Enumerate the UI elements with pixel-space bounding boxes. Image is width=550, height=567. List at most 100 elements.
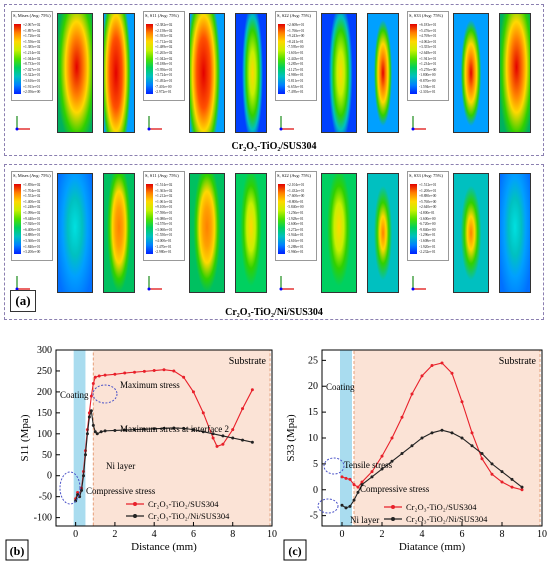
- legend-value: -1.256e+01: [287, 211, 304, 215]
- plot-frame: [55, 349, 273, 527]
- legend-value: +1.941e+01: [419, 56, 437, 61]
- legend-value: -2.301e+01: [419, 90, 436, 95]
- y-tick-label: 300: [37, 345, 52, 356]
- series-point: [182, 426, 186, 430]
- substrate-region: [353, 349, 541, 527]
- series-point: [390, 459, 394, 463]
- legend-value: -1.296e+01: [419, 233, 436, 238]
- legend-value: +8.188e+01: [155, 62, 173, 67]
- annotation-label: Compressive stress: [360, 484, 430, 494]
- series-point: [480, 457, 484, 461]
- legend-value: +1.726e+02: [23, 34, 41, 39]
- annotation-label: Compressive stress: [86, 486, 156, 496]
- legend-value: +3.360e+01: [23, 239, 41, 243]
- series-point: [390, 436, 394, 440]
- legend-value: +1.552e+02: [23, 194, 41, 199]
- series-point: [211, 436, 215, 440]
- series-point: [76, 490, 80, 494]
- legend-value: +1.911e+01: [23, 84, 41, 89]
- series-point: [231, 428, 235, 432]
- y-tick-label: -50: [39, 492, 52, 503]
- bottom-contour-plot-b-0: [103, 173, 135, 293]
- series-point: [215, 444, 219, 448]
- legend-value: -1.928e+01: [287, 216, 304, 221]
- top-group-label: Cr₂O₃-TiO₂/SUS304: [231, 141, 317, 152]
- series-point: [93, 430, 97, 434]
- series-point: [241, 407, 245, 411]
- legend-title: S, S33 (Avg: 75%): [409, 173, 443, 178]
- legend-colorbar: [146, 24, 153, 94]
- x-axis-label: Distance (mm): [131, 541, 197, 553]
- y-tick-label: 20: [308, 381, 318, 392]
- series-point: [410, 392, 414, 396]
- chart-b: 0 2 4 6 8 10 -100 -50 0 50 100 150 200 250 300 Distance…: [2, 342, 280, 567]
- top-contour-plot-b-3: [499, 13, 531, 133]
- legend-value: -3.944e+01: [287, 233, 304, 238]
- top-legend-1: S, S11 (Avg: 75%) +2.382e+02 +2.158e+02 +1.…: [143, 11, 185, 101]
- legend-value: +5.760e+00: [419, 199, 437, 204]
- series-point: [162, 426, 166, 430]
- x-tick-label: 8: [500, 529, 505, 540]
- series-point: [182, 375, 186, 379]
- coating-label: Coating: [60, 390, 89, 400]
- legend-marker-0: [133, 502, 137, 506]
- legend-value: +8.733e+01: [23, 62, 41, 67]
- series-point: [83, 453, 87, 457]
- legend-value: +1.935e+02: [155, 34, 173, 39]
- x-tick-label: 2: [380, 529, 385, 540]
- series-point: [460, 400, 464, 404]
- chart-b-svg: 0 2 4 6 8 10 -100 -50 0 50 100 150 200 250 300 Distance…: [5, 345, 277, 561]
- series-point: [93, 375, 97, 379]
- legend-colorbar: [410, 184, 417, 254]
- legend-value: +1.432e+01: [287, 188, 305, 193]
- legend-value: -3.600e+00: [419, 216, 436, 221]
- legend-value: +1.200e+01: [419, 188, 437, 193]
- series-point: [520, 488, 524, 492]
- series-point: [500, 470, 504, 474]
- series-point: [99, 430, 103, 434]
- series-point: [241, 438, 245, 442]
- legend-value: +2.640e+00: [419, 205, 437, 210]
- y-axis-label: S33 (Mpa): [285, 414, 297, 462]
- coating-region: [340, 350, 352, 526]
- legend-value: +1.897e+02: [23, 28, 41, 33]
- panel-a-tag: (a): [10, 290, 36, 312]
- series-point: [191, 428, 195, 432]
- axis-triad-icon: [145, 273, 165, 295]
- bottom-contour-plot-3: [453, 173, 489, 293]
- series-point: [344, 476, 348, 480]
- legend-value: +1.704e+02: [23, 188, 41, 193]
- substrate-label: Substrate: [499, 356, 537, 367]
- series-point: [172, 369, 176, 373]
- series-point: [420, 374, 424, 378]
- series-point: [352, 483, 356, 487]
- legend-value: +2.104e+01: [287, 183, 305, 187]
- legend-value: -5.288e+01: [287, 244, 304, 249]
- legend-value: -9.840e+00: [419, 227, 436, 232]
- legend-value: +1.044e+02: [23, 56, 41, 61]
- series-point: [400, 452, 404, 456]
- series-point: [133, 428, 137, 432]
- series-point: [340, 503, 344, 507]
- series-point: [123, 371, 127, 375]
- y-tick-label: 150: [37, 408, 52, 419]
- panel-a: S, Mises (Avg: 75%) +2.067e+02 +1.897e+02 +…: [4, 4, 546, 320]
- top-contour-plot-3: [453, 13, 489, 133]
- coating-region: [73, 350, 86, 526]
- series-point: [510, 477, 514, 481]
- series-point: [191, 390, 195, 394]
- legend-value: -7.401e+00: [155, 84, 172, 89]
- top-contour-plot-b-2: [367, 13, 399, 133]
- series-point: [211, 432, 215, 436]
- legend-value: +8.880e+00: [419, 194, 437, 199]
- legend-value: +1.214e+02: [23, 51, 41, 55]
- legend-colorbar: [146, 184, 153, 254]
- legend-value: -3.272e+01: [287, 227, 304, 232]
- legend-value: -2.443e+01: [287, 56, 304, 61]
- annotation-label: Tensile stress: [344, 460, 393, 470]
- axis-triad-icon: [409, 113, 429, 135]
- legend-value: -5.840e+00: [287, 205, 304, 210]
- legend-value: +2.382e+02: [155, 23, 173, 27]
- series-point: [103, 429, 107, 433]
- legend-value: +3.355e+01: [419, 45, 437, 50]
